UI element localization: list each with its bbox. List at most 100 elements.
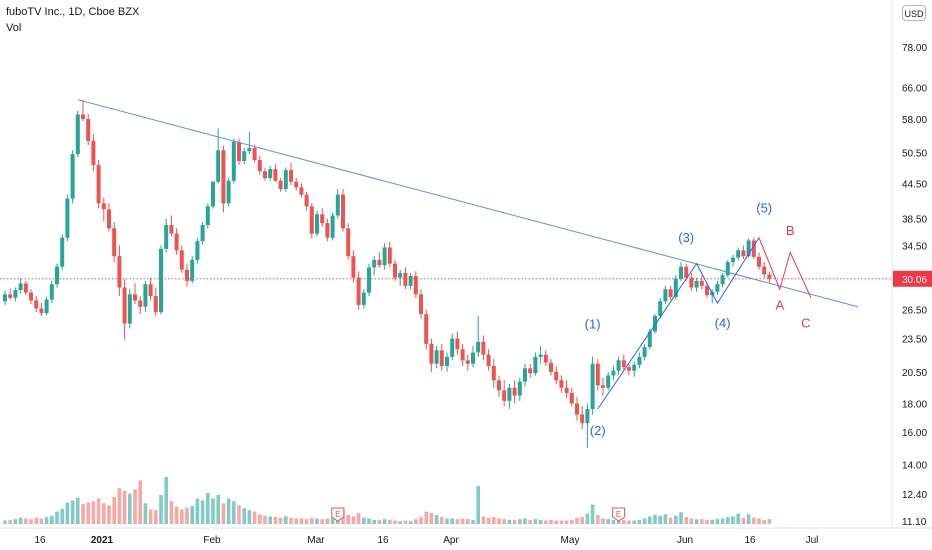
candle-body [70,154,75,199]
y-tick-label: 11.10 [902,517,927,528]
volume-bar [133,489,137,524]
volume-bar [91,501,96,524]
y-tick-label: 18.00 [902,399,927,410]
candle-body [523,368,527,382]
candle-body [377,259,382,266]
candle-body [315,214,319,234]
volume-bar [76,497,80,524]
volume-bar [200,500,205,524]
candle-body [3,294,7,302]
candle-body [91,140,96,166]
volume-bar [762,519,766,524]
volume-bar [434,515,439,524]
volume-bar [460,518,465,524]
candle-body [642,347,647,357]
wave-label: A [775,297,784,312]
candle-body [60,237,65,267]
volume-bar [450,518,454,524]
volume-bar [486,517,491,524]
candle-body [335,194,340,216]
candle-body [632,364,637,371]
candle-body [242,151,247,162]
earnings-marker-shape [331,507,345,522]
volume-bar [408,521,413,524]
candle-body [13,290,18,298]
y-tick-label: 66.00 [902,84,927,95]
volume-bar [356,512,361,524]
x-tick-label: 16 [744,535,756,546]
candle-body [699,280,704,286]
volume-bar [372,519,376,524]
candle-body [226,180,231,204]
candle-body [138,300,143,307]
candle-body [133,294,137,301]
y-tick-label: 78.00 [902,43,927,54]
candle-body [174,233,179,251]
volume-bar [70,500,75,524]
candle-body [455,338,460,350]
earnings-marker: E [612,507,626,522]
wave-label: (4) [715,316,731,331]
candle-body [517,381,522,396]
volume-bar [190,506,194,524]
candle-body [731,257,735,263]
candle-body [429,343,434,364]
volume-bar [138,480,142,524]
volume-bar [694,519,699,524]
volume-bar [679,512,683,524]
candle-body [29,292,33,301]
candle-body [471,352,475,364]
candle-body [715,284,720,292]
y-tick-label: 12.40 [902,490,927,501]
candle-body [361,292,366,305]
candle-body [559,380,564,388]
candle-body [741,250,746,257]
volume-bar [554,520,558,524]
volume-bar [492,517,496,524]
volume-bar [752,517,756,524]
volume-bar [518,519,522,524]
wave-label: C [801,316,810,331]
volume-bar [715,519,720,524]
volume-bar [476,486,480,524]
volume-bar [523,518,527,524]
y-tick-label: 14.00 [902,461,927,472]
volume-bar [50,515,54,524]
candle-body [424,314,429,344]
candle-body [179,250,184,270]
volume-bar [726,517,730,524]
volume-bar [362,517,366,524]
volume-bar [3,520,7,524]
volume-bar [731,516,735,524]
volume-bar [154,510,158,524]
wave-label: B [786,223,795,238]
volume-bar [538,519,543,524]
candle-body [367,267,371,293]
candle-body [512,387,517,396]
volume-bar [13,519,18,524]
candle-body [757,256,761,267]
earnings-marker-shape [612,507,626,522]
volume-bar [564,520,569,524]
volume-bar [34,517,38,524]
candle-body [257,160,262,172]
candle-body [554,371,559,381]
candle-body [117,256,122,288]
volume-bar [627,520,631,524]
wave-path-impulse [597,237,760,410]
candle-body [8,294,13,298]
x-tick-label: 16 [377,535,389,546]
candle-body [278,180,283,189]
x-tick-label: Apr [443,535,459,546]
volume-bar [445,518,449,524]
volume-bar [65,502,70,524]
candle-body [606,375,611,388]
volume-bar [180,509,184,524]
volume-bar [575,517,579,524]
volume-bar [757,518,761,524]
candle-body [502,390,507,401]
candle-body [658,301,663,316]
currency-button[interactable]: USD [902,5,926,21]
candle-body [736,250,741,258]
